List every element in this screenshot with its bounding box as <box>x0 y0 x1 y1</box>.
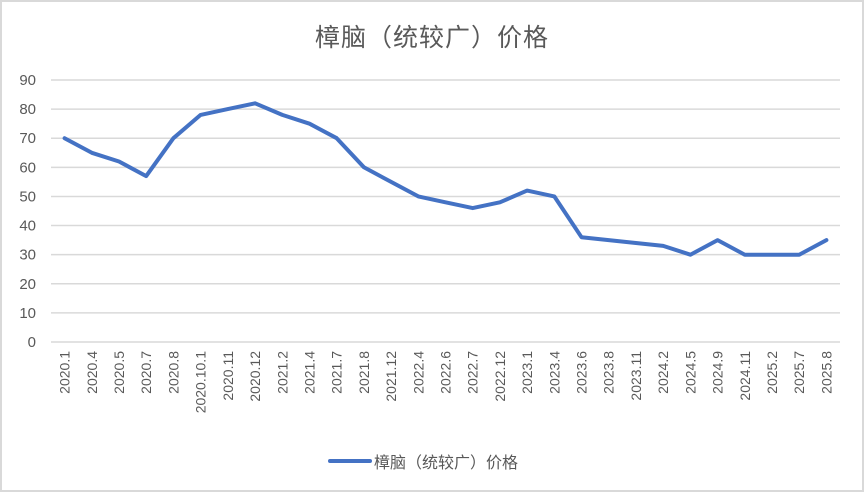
x-tick-label: 2023.11 <box>628 351 644 401</box>
legend-line-icon <box>328 459 372 463</box>
x-tick-label: 2024.11 <box>737 351 753 401</box>
series-line <box>62 101 829 257</box>
y-tick-label: 50 <box>19 188 36 205</box>
x-tick-label: 2022.4 <box>410 351 426 394</box>
x-tick-label: 2023.4 <box>546 351 562 394</box>
x-tick-label: 2020.7 <box>138 351 154 394</box>
x-tick-label: 2025.7 <box>791 351 807 394</box>
x-tick-label: 2020.12 <box>247 351 263 402</box>
x-tick-label: 2021.4 <box>301 351 317 394</box>
y-axis-labels: 0 10 20 30 40 50 60 70 80 90 <box>19 72 36 351</box>
x-tick-label: 2022.12 <box>492 351 508 402</box>
y-tick-label: 40 <box>19 218 36 235</box>
y-tick-label: 60 <box>19 159 36 176</box>
y-tick-label: 20 <box>19 276 36 293</box>
x-tick-label: 2020.8 <box>165 351 181 394</box>
x-tick-label: 2025.8 <box>818 351 834 394</box>
y-tick-label: 90 <box>19 72 36 89</box>
x-axis-labels: 2020.1 2020.4 2020.5 2020.7 2020.8 2020.10.1 2… <box>57 351 835 414</box>
x-tick-label: 2024.9 <box>710 351 726 394</box>
x-tick-label: 2021.7 <box>329 351 345 394</box>
gridlines <box>51 79 840 343</box>
x-tick-label: 2020.5 <box>111 351 127 394</box>
legend: 樟脑（统较广）价格 <box>328 449 518 473</box>
x-tick-label: 2022.6 <box>438 351 454 394</box>
x-tick-label: 2023.1 <box>519 351 535 394</box>
x-tick-label: 2023.6 <box>574 351 590 394</box>
y-tick-label: 0 <box>28 334 36 351</box>
x-tick-label: 2020.10.1 <box>193 351 209 413</box>
x-tick-label: 2023.8 <box>601 351 617 394</box>
x-tick-label: 2022.7 <box>465 351 481 394</box>
x-tick-label: 2021.8 <box>356 351 372 394</box>
y-tick-label: 70 <box>19 130 36 147</box>
x-tick-label: 2021.12 <box>383 351 399 402</box>
chart-title: 樟脑（统较广）价格 <box>314 23 549 52</box>
x-tick-label: 2024.2 <box>655 351 671 394</box>
x-tick-label: 2020.4 <box>84 351 100 394</box>
y-tick-label: 10 <box>19 305 36 322</box>
x-tick-label: 2025.2 <box>764 351 780 394</box>
y-tick-label: 30 <box>19 247 36 264</box>
x-tick-label: 2020.1 <box>57 351 73 394</box>
x-tick-label: 2024.5 <box>682 351 698 394</box>
x-tick-label: 2021.2 <box>274 351 290 394</box>
y-tick-label: 80 <box>19 101 36 118</box>
x-tick-label: 2020.11 <box>220 351 236 401</box>
legend-label: 樟脑（统较广）价格 <box>374 453 519 472</box>
